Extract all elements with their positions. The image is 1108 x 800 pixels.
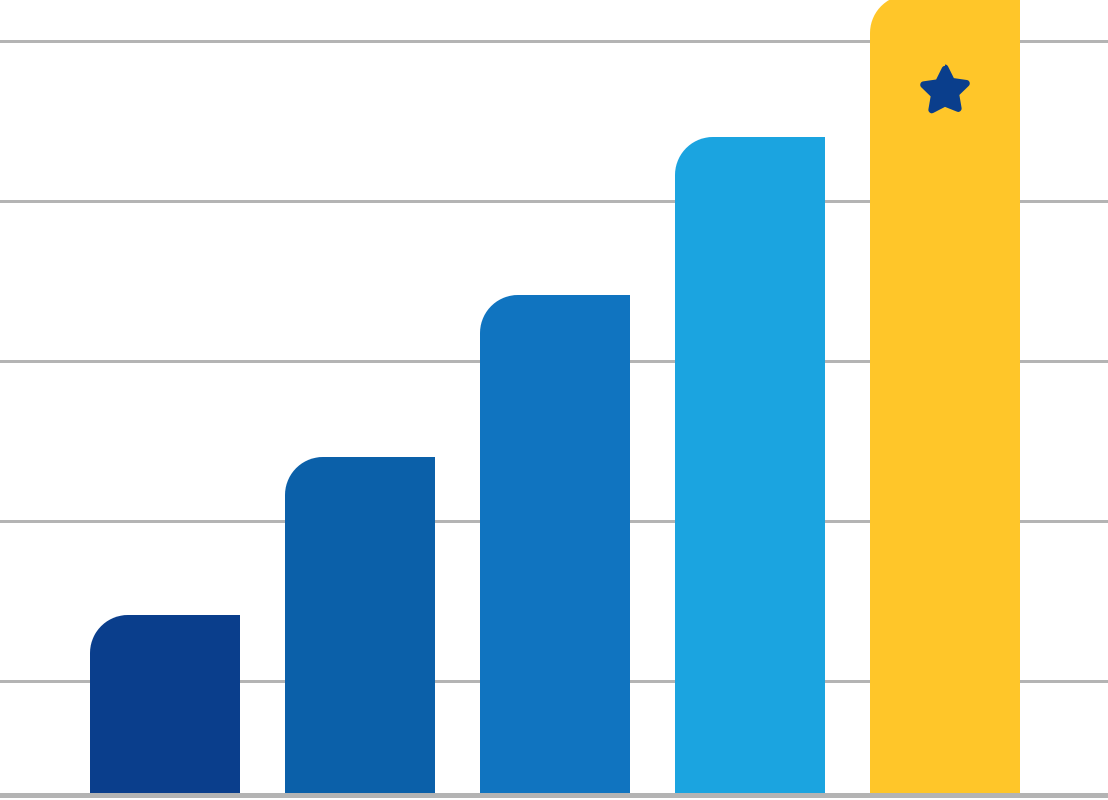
star-icon	[914, 58, 976, 120]
bar-chart	[0, 0, 1108, 800]
bar	[285, 457, 435, 795]
baseline	[0, 793, 1108, 798]
bar	[90, 615, 240, 795]
bars-group	[0, 0, 1108, 800]
bar	[480, 295, 630, 795]
bar	[675, 137, 825, 795]
